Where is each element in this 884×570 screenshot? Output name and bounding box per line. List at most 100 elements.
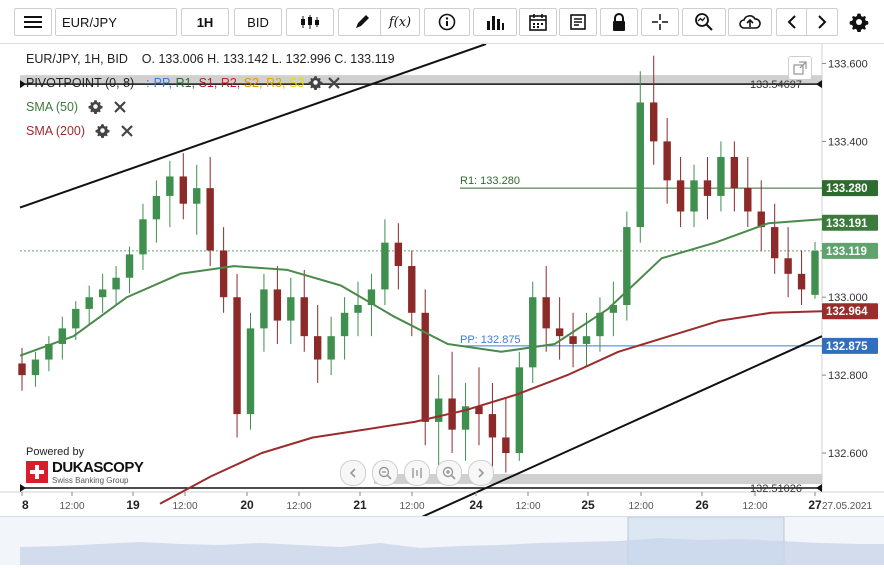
candle-type-icon <box>301 15 319 29</box>
nav-zoom-out-button[interactable] <box>372 460 398 486</box>
candle-body <box>72 308 80 329</box>
pivot-item-s2: S2, <box>243 75 266 90</box>
nav-zoom-in-button[interactable] <box>436 460 462 486</box>
symbol-selector[interactable]: EUR/JPY <box>55 8 177 36</box>
candle-body <box>179 176 187 204</box>
sma50-legend[interactable]: SMA (50) <box>26 99 395 114</box>
x-tick-label: 19 <box>126 498 140 512</box>
candle-body <box>811 250 819 295</box>
candle-body <box>408 266 416 313</box>
level-line-start-marker <box>20 80 26 89</box>
function-button[interactable]: f(x) <box>380 8 420 36</box>
candle-body <box>770 227 779 259</box>
calendar-icon <box>529 14 547 31</box>
sma200-legend[interactable]: SMA (200) <box>26 123 395 138</box>
upper-trend-line <box>19 44 487 209</box>
candle-body <box>797 273 806 290</box>
candle-body <box>676 180 685 212</box>
chevron-left-icon <box>349 468 356 478</box>
candle-body <box>502 437 510 454</box>
navigator-strip[interactable] <box>0 516 884 566</box>
y-tick-label: 132.800 <box>828 370 868 382</box>
swiss-cross-icon <box>26 461 48 483</box>
fit-icon <box>412 468 422 478</box>
candle-body <box>206 188 214 251</box>
x-tick-label: 12:00 <box>59 501 84 512</box>
price-side-selector[interactable]: BID <box>234 8 282 36</box>
volume-bars-icon <box>487 16 504 30</box>
nav-prev-button[interactable] <box>340 460 366 486</box>
scroll-right-button[interactable] <box>806 8 838 36</box>
sma200-close-icon[interactable] <box>120 124 134 138</box>
level-line-label: 133.54697 <box>750 79 802 91</box>
volume-button[interactable] <box>473 8 517 36</box>
sma200-settings-icon[interactable] <box>95 123 110 138</box>
zoom-button[interactable] <box>682 8 726 36</box>
resistance-band <box>20 75 822 85</box>
y-tick-label: 132.600 <box>828 448 868 460</box>
x-tick-label: 12:00 <box>628 501 653 512</box>
sma200-line <box>159 310 823 505</box>
draw-button[interactable] <box>338 8 386 36</box>
crosshair-button[interactable] <box>641 8 679 36</box>
candle-body <box>650 102 658 142</box>
pivot-close-icon[interactable] <box>327 76 341 90</box>
price-tag-label: 132.875 <box>826 341 868 353</box>
x-tick-label: 12:00 <box>515 501 540 512</box>
x-tick-label: 20 <box>240 498 254 512</box>
nav-reset-button[interactable] <box>404 460 430 486</box>
zoom-in-icon <box>442 466 456 480</box>
lock-button[interactable] <box>600 8 638 36</box>
calendar-button[interactable] <box>519 8 557 36</box>
chevron-right-icon <box>818 15 827 29</box>
sma50-close-icon[interactable] <box>113 100 127 114</box>
legend-panel: EUR/JPY, 1H, BID O. 133.006 H. 133.142 L… <box>26 52 395 138</box>
price-tag-label: 133.191 <box>826 218 868 230</box>
candle-body <box>112 277 120 290</box>
candle-body <box>300 297 308 337</box>
export-button[interactable] <box>728 8 772 36</box>
pivot-legend[interactable]: PIVOTPOINT (0, 8) : PP, R1, S1, R2, S2, … <box>26 75 395 90</box>
news-button[interactable] <box>559 8 597 36</box>
x-tick-label: 21 <box>353 498 367 512</box>
candle-body <box>703 180 712 196</box>
pp-label: PP: 132.875 <box>460 334 521 346</box>
level-line-end-marker <box>816 484 822 493</box>
powered-by-label: Powered by <box>26 446 85 458</box>
info-button[interactable] <box>424 8 470 36</box>
y-tick-label: 133.000 <box>828 292 868 304</box>
price-tag-background <box>822 303 878 320</box>
news-icon <box>570 14 586 30</box>
candle-body <box>461 406 470 430</box>
candle-body <box>529 297 537 368</box>
nav-next-button[interactable] <box>468 460 494 486</box>
chart-area[interactable]: 133.54697 132.51026 R1: 133.280 PP: 132.875… <box>0 44 884 566</box>
price-tags: 133.280 133.191 133.119 132.964 132.875 <box>822 180 878 354</box>
sma50-label: SMA (50) <box>26 99 79 114</box>
zoom-out-icon <box>378 466 392 480</box>
brand-label: DUKASCOPY <box>52 459 144 476</box>
pivot-item-r3: R3, <box>266 75 289 90</box>
expand-icon <box>793 61 807 75</box>
x-tick-label: 12:00 <box>172 501 197 512</box>
maximize-button[interactable] <box>788 56 812 80</box>
candle-body <box>327 336 335 360</box>
timeframe-selector[interactable]: 1H <box>181 8 229 36</box>
pivot-settings-icon[interactable] <box>308 75 323 90</box>
settings-button[interactable] <box>842 8 876 36</box>
sma200-label: SMA (200) <box>26 123 86 138</box>
menu-button[interactable] <box>14 8 52 36</box>
level-line-start-marker <box>20 484 26 493</box>
candle-body <box>85 297 93 309</box>
r1-label: R1: 133.280 <box>460 175 520 187</box>
x-tick-label: 12:00 <box>399 501 424 512</box>
chart-type-button[interactable] <box>286 8 334 36</box>
symbol-label: EUR/JPY <box>62 14 117 30</box>
time-axis: 8 12:00 19 12:00 20 12:00 21 12:00 24 12:00 25 12:0… <box>21 492 872 512</box>
candle-body <box>152 195 161 220</box>
pivot-item-s3: S3 <box>288 75 305 90</box>
y-tick-label: 133.400 <box>828 136 868 148</box>
scroll-left-button[interactable] <box>776 8 808 36</box>
sma50-settings-icon[interactable] <box>88 99 103 114</box>
price-chart[interactable]: 133.54697 132.51026 R1: 133.280 PP: 132.875… <box>0 44 884 564</box>
